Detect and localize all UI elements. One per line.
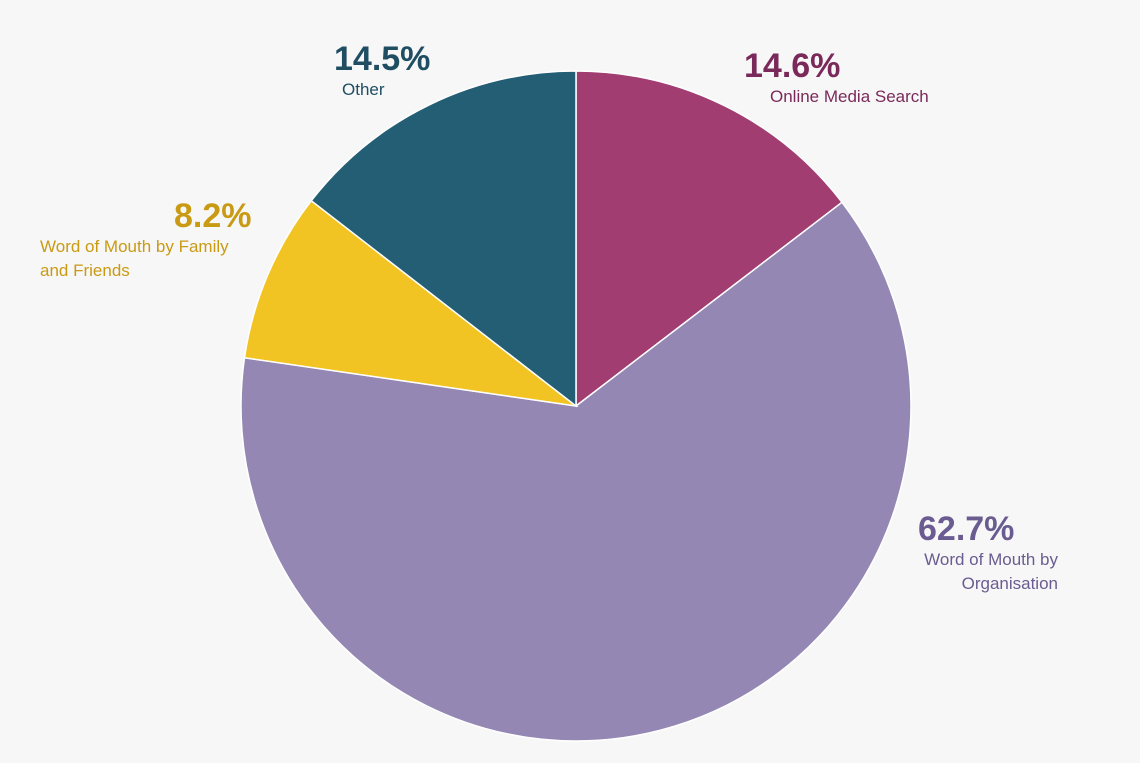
slice-name-word-of-mouth-family-line1: Word of Mouth by Family: [40, 237, 229, 256]
pie-slice-online-media-search: [575, 70, 844, 408]
slice-label-online-media-search: 14.6% Online Media Search: [744, 47, 929, 109]
slice-name-other: Other: [342, 80, 385, 99]
slice-name-word-of-mouth-organisation-line2: Organisation: [961, 574, 1058, 593]
pie-slice-other: [310, 70, 577, 408]
slice-name-word-of-mouth-organisation-line1: Word of Mouth by: [924, 550, 1058, 569]
slice-label-word-of-mouth-organisation: 62.7% Word of Mouth by Organisation: [860, 510, 1058, 596]
slice-percent-word-of-mouth-family: 8.2%: [174, 197, 252, 235]
slice-name-word-of-mouth-family-line2: and Friends: [40, 261, 130, 280]
pie-slice-word-of-mouth-by-family-and-friends: [243, 199, 579, 408]
slice-label-word-of-mouth-family: 8.2% Word of Mouth by Family and Friends: [40, 197, 262, 283]
slice-label-other: 14.5% Other: [334, 40, 430, 102]
slice-percent-online-media-search: 14.6%: [744, 47, 841, 85]
pie-slice-word-of-mouth-by-organisation: [240, 201, 912, 742]
slice-percent-other: 14.5%: [334, 40, 431, 78]
slice-name-online-media-search: Online Media Search: [770, 87, 929, 106]
slice-percent-word-of-mouth-organisation: 62.7%: [918, 510, 1015, 548]
